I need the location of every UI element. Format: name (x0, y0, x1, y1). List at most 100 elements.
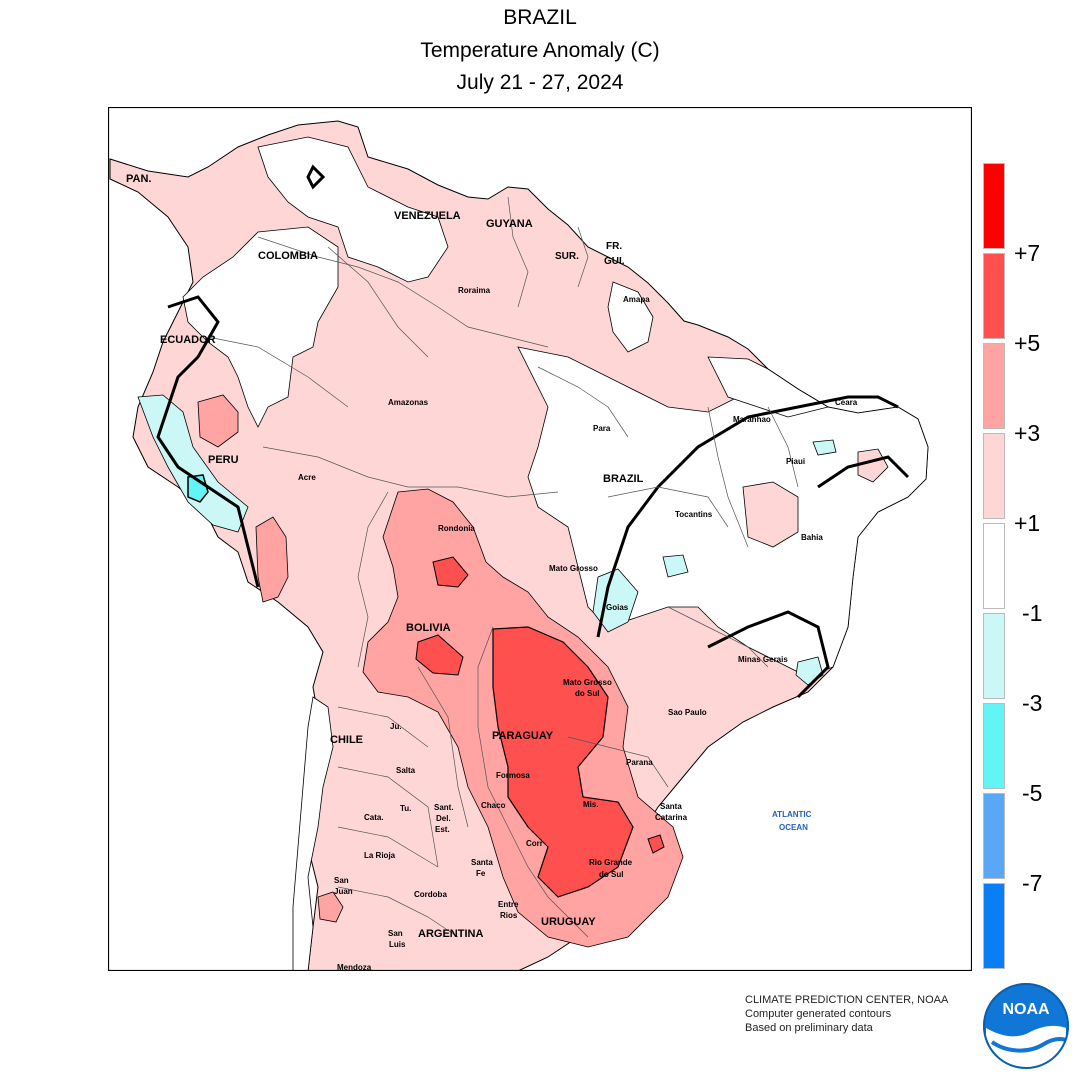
neutral-region-chile (292, 696, 334, 971)
political-borders (207, 196, 799, 938)
legend-label-minus1: -1 (1022, 600, 1043, 626)
legend-label-plus3: +3 (1014, 420, 1041, 446)
warm-island-ceara (857, 448, 889, 483)
cool-region-tocantins (662, 554, 689, 578)
label-chaco: Chaco (481, 801, 506, 810)
label-minas-gerais: Minas Gerais (738, 655, 788, 664)
credit-line-1: CLIMATE PREDICTION CENTER, NOAA (745, 994, 949, 1006)
legend-bin-neutral (983, 523, 1005, 609)
label-para: Para (593, 424, 611, 433)
label-brazil: BRAZIL (603, 473, 644, 485)
label-catamarca: Cata. (364, 813, 384, 822)
neutral-region-north (257, 136, 449, 283)
hot-region-sc (647, 834, 665, 854)
label-la-rioja: La Rioja (364, 851, 396, 860)
label-piaui: Piaui (786, 457, 805, 466)
label-chile: CHILE (330, 734, 363, 746)
credit-line-2: Computer generated contours (745, 1008, 892, 1020)
label-rgs-1: Rio Grande (589, 858, 633, 867)
anomaly-map: PAN. VENEZUELA GUYANA COLOMBIA SUR. FR. … (108, 107, 972, 971)
neutral-region-amapa (607, 281, 654, 353)
label-mendoza: Mendoza (337, 963, 372, 971)
zero-contour-3 (707, 610, 830, 699)
label-paraguay: PARAGUAY (492, 730, 554, 742)
noaa-logo: NOAA (983, 983, 1069, 1069)
label-santa-fe-1: Santa (471, 858, 493, 867)
legend-bin-3-to-5 (983, 343, 1005, 429)
label-maranhao: Maranhao (733, 415, 771, 424)
label-jujuy: Ju. (390, 722, 402, 731)
label-entre-rios-2: Rios (500, 911, 518, 920)
legend-label-minus7: -7 (1022, 870, 1043, 896)
map-period: July 21 - 27, 2024 (456, 71, 624, 94)
label-formosa: Formosa (496, 771, 530, 780)
credit-line-3: Based on preliminary data (745, 1022, 873, 1034)
label-san-luis-1: San (388, 929, 403, 938)
label-fr-gui-1: FR. (606, 241, 622, 252)
label-corrientes: Corr (526, 839, 543, 848)
label-cordoba: Cordoba (414, 890, 447, 899)
warm-region-peru (197, 394, 239, 448)
label-sao-paulo: Sao Paulo (668, 708, 707, 717)
warm-region-sanjuan (317, 891, 344, 923)
legend-bin-above-7 (983, 163, 1005, 249)
label-sur: SUR. (555, 251, 579, 262)
label-ecuador: ECUADOR (160, 334, 216, 346)
label-acre: Acre (298, 473, 316, 482)
label-sde-1: Sant. (434, 803, 454, 812)
noaa-logo-text: NOAA (1002, 1001, 1050, 1018)
legend-bin-1-to-3 (983, 433, 1005, 519)
label-entre-rios-1: Entre (498, 900, 519, 909)
label-san-juan-1: San (334, 876, 349, 885)
label-roraima: Roraima (458, 286, 491, 295)
hot-region-paraguay (492, 626, 634, 898)
legend-bin-5-to-7 (983, 253, 1005, 339)
label-sc-1: Santa (660, 802, 682, 811)
label-san-juan-2: Juan (334, 887, 353, 896)
zero-contour-2 (156, 295, 260, 588)
label-peru: PERU (208, 454, 239, 466)
label-ms-2: do Sul (575, 689, 599, 698)
label-amapa: Amapa (623, 295, 650, 304)
neutral-region-colombia (182, 226, 339, 428)
label-salta: Salta (396, 766, 416, 775)
legend-label-plus1: +1 (1014, 510, 1041, 536)
label-atlantic-1: ATLANTIC (772, 810, 812, 819)
cool-region-ne-1 (812, 439, 837, 456)
label-pan: PAN. (126, 173, 151, 185)
zero-contour-5 (817, 455, 910, 489)
label-ms-1: Mato Grosso (563, 678, 612, 687)
hot-region-bolivia-1 (432, 556, 469, 588)
label-amazonas: Amazonas (388, 398, 429, 407)
legend-bin-below-minus-7 (983, 883, 1005, 969)
map-variable: Temperature Anomaly (C) (420, 39, 660, 62)
legend-bin-minus-3-to-5 (983, 703, 1005, 789)
label-parana: Parana (626, 758, 653, 767)
label-san-luis-2: Luis (389, 940, 406, 949)
label-fr-gui-2: GUI. (604, 256, 625, 267)
legend-label-plus5: +5 (1014, 330, 1041, 356)
warm-region-peru-south (255, 516, 289, 603)
cool-region-peru-coast (137, 394, 249, 533)
label-rondonia: Rondonia (438, 524, 475, 533)
label-bolivia: BOLIVIA (406, 622, 451, 634)
label-guyana: GUYANA (486, 218, 533, 230)
label-goias: Goias (606, 603, 629, 612)
legend-label-minus3: -3 (1022, 690, 1043, 716)
label-tocantins: Tocantins (675, 510, 713, 519)
zero-contour-1 (596, 395, 899, 638)
label-venezuela: VENEZUELA (394, 210, 461, 222)
label-ceara: Ceara (835, 398, 858, 407)
label-sde-3: Est. (435, 825, 450, 834)
label-uruguay: URUGUAY (541, 916, 596, 928)
neutral-region-ne-coast (707, 356, 830, 418)
label-rgs-2: do Sul (599, 870, 623, 879)
legend-label-minus5: -5 (1022, 780, 1043, 806)
label-atlantic-2: OCEAN (779, 823, 808, 832)
label-tucuman: Tu. (400, 804, 411, 813)
warm-island-bahia (742, 481, 799, 548)
legend-bin-minus-5-to-7 (983, 793, 1005, 879)
cool-region-peru-core (187, 474, 209, 503)
label-argentina: ARGENTINA (418, 928, 483, 940)
map-frame (108, 107, 972, 971)
